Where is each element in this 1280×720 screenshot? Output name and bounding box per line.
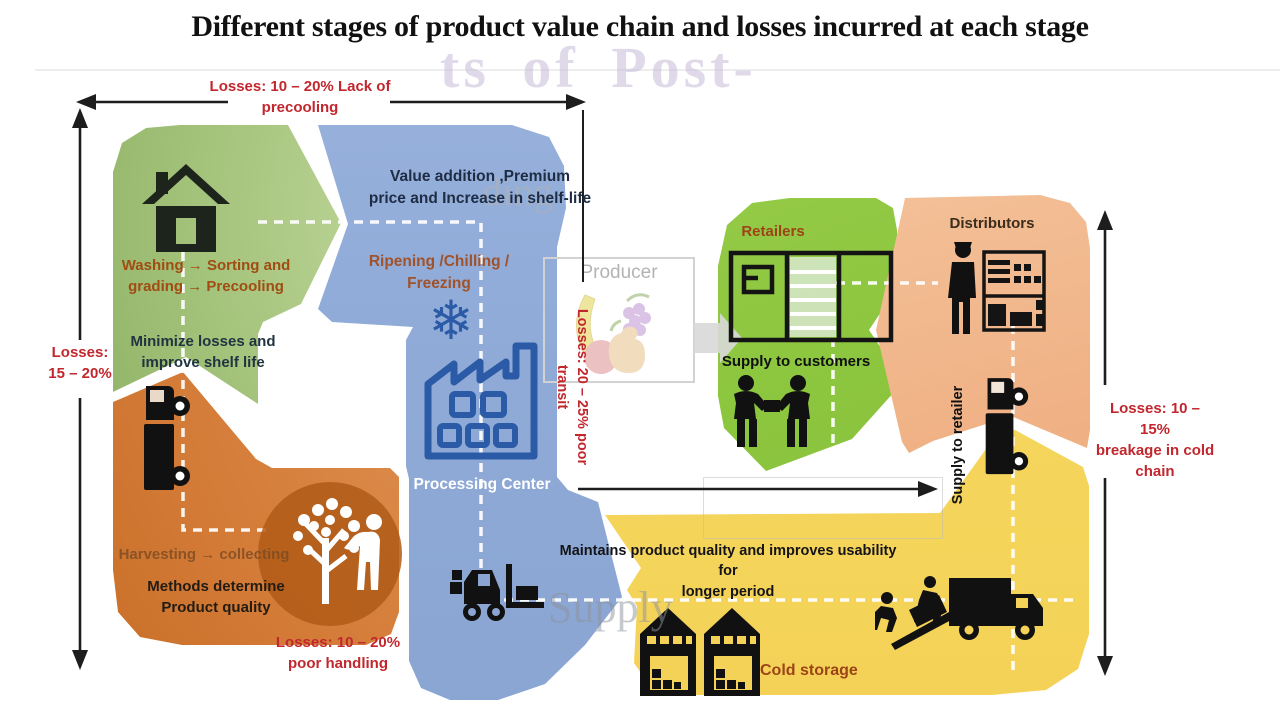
retailers-title: Retailers: [741, 223, 805, 240]
minimize-note: Minimize losses and improve shelf life: [130, 333, 276, 371]
handshake-people-icon: [726, 374, 818, 448]
producer-label: Producer: [580, 262, 658, 283]
supply-customers-note: Supply to customers: [721, 353, 871, 370]
loss-transit-label: Losses: 20 – 25% poor transit: [553, 308, 590, 466]
ripening-caption: Ripening /Chilling / Freezing: [368, 253, 510, 292]
harvesting-caption: Harvesting → collecting: [118, 546, 290, 563]
supply-retailer-label: Supply to retailer: [950, 385, 966, 505]
value-addition-note: Value addition ,Premium price and Increa…: [368, 168, 592, 207]
page-title: Different stages of product value chain …: [191, 10, 1089, 43]
warehouse-icon: [638, 604, 698, 696]
fruits-illustration: [576, 293, 651, 374]
loss-cold-chain-label: Losses: 10 – 15% breakage in cold chain: [1095, 400, 1215, 480]
snowflake-icon: ❄: [428, 291, 474, 351]
tree-picker-icon: [256, 480, 404, 628]
factory-icon: [420, 336, 550, 464]
loss-precooling-label: Losses: 10 – 20% Lack of precooling: [209, 78, 391, 116]
house-icon: [140, 162, 232, 254]
maintains-note: Maintains product quality and improves u…: [559, 543, 897, 600]
distributors-title: Distributors: [949, 215, 1035, 232]
loss-left-label: Losses: 15 – 20%: [48, 344, 112, 382]
retailer-ghost-box: [703, 477, 943, 539]
loading-truck-icon: [875, 560, 1047, 650]
divider-line: [35, 69, 1280, 71]
truck-down-right-icon: [982, 376, 1030, 480]
cold-storage-label: Cold storage: [760, 662, 858, 679]
truck-down-icon: [140, 384, 192, 496]
producer-ghost-box: Producer: [543, 257, 695, 383]
processing-center-label: Processing Center: [413, 476, 551, 493]
storefront-icon: [728, 250, 894, 343]
forklift-icon: [448, 560, 550, 624]
warehouse-icon-2: [702, 604, 762, 696]
methods-note: Methods determine Product quality: [147, 578, 285, 616]
loss-handling-label: Losses: 10 – 20% poor handling: [275, 634, 401, 672]
distributor-rack-icon: [944, 236, 1048, 338]
washing-caption: Washing → Sorting and grading → Precooli…: [121, 257, 291, 295]
